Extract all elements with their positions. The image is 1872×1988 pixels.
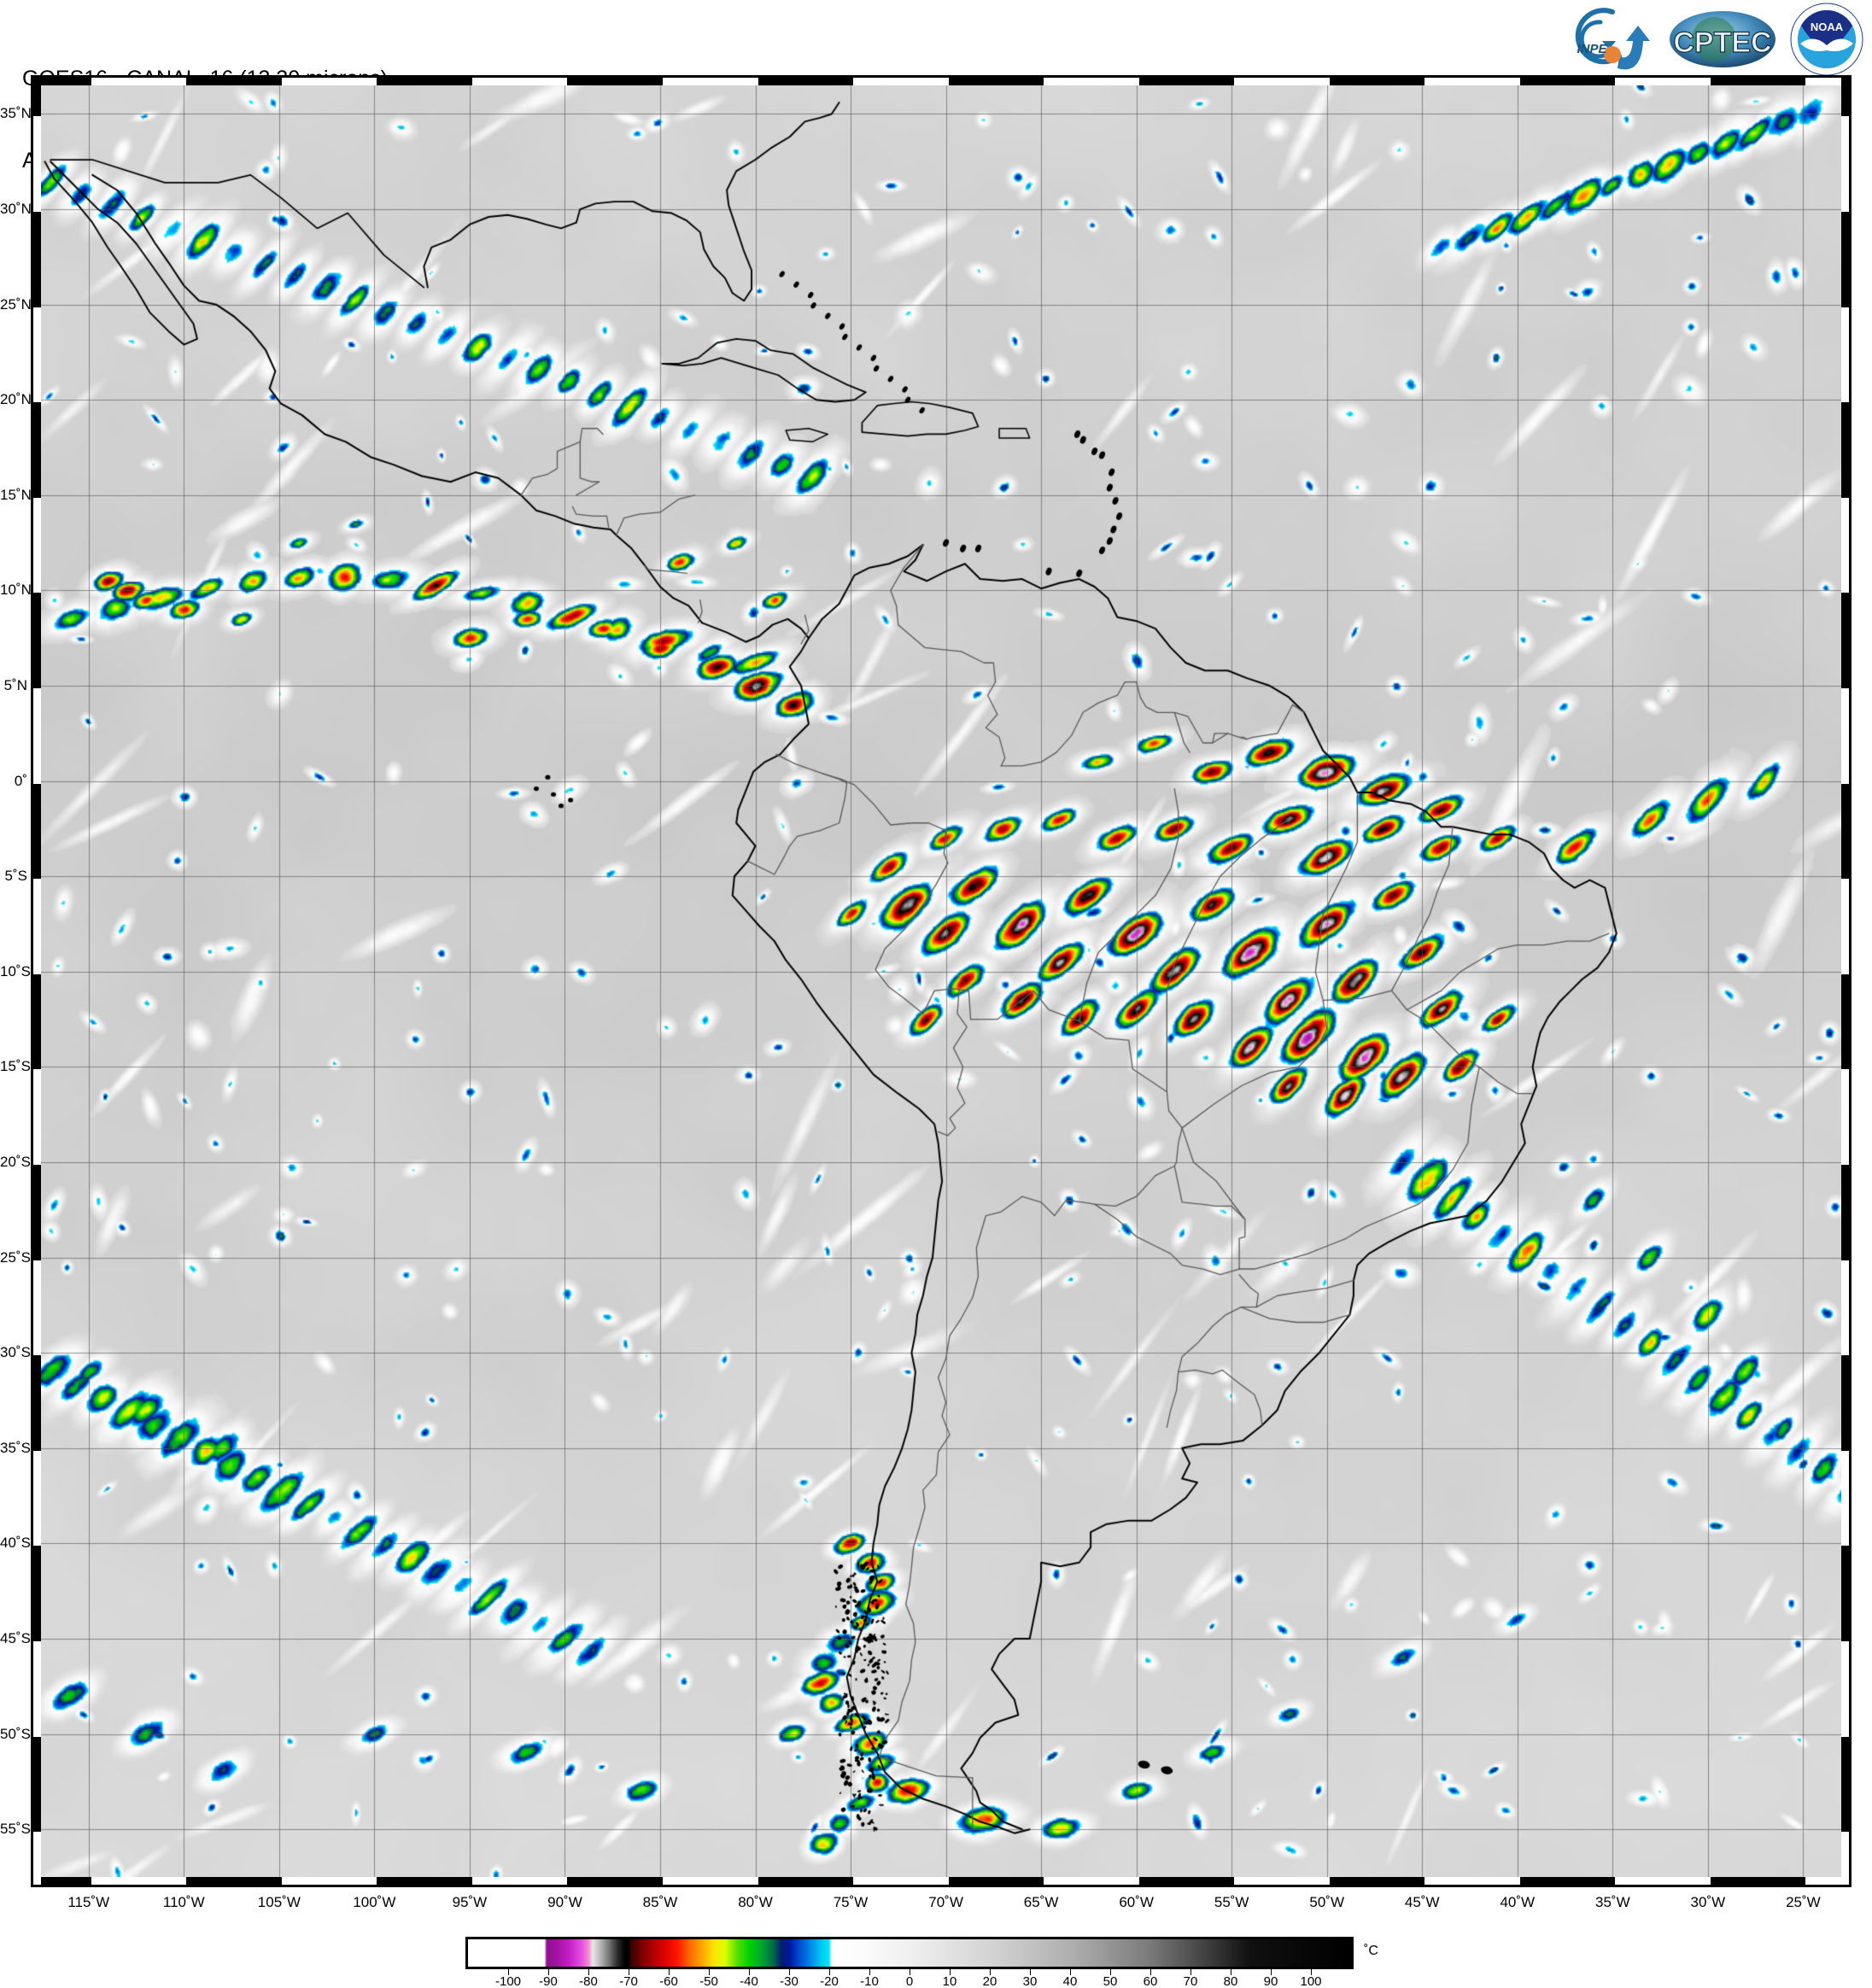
lon-tick-label: 90˚W bbox=[547, 1894, 582, 1910]
colorbar-tick-label: -60 bbox=[659, 1974, 678, 1988]
lat-tick-label: 20˚N bbox=[0, 391, 32, 408]
colorbar-tick bbox=[1030, 1969, 1031, 1975]
lat-tick-label: 5˚S bbox=[4, 868, 27, 885]
lon-tick-label: 115˚W bbox=[67, 1894, 110, 1910]
colorbar-canvas bbox=[468, 1939, 1351, 1967]
lat-tick-label: 30˚S bbox=[0, 1344, 31, 1361]
colorbar-tick-label: -70 bbox=[619, 1974, 638, 1988]
lat-tick-label: 55˚S bbox=[0, 1821, 31, 1838]
lat-tick-label: 15˚N bbox=[0, 486, 32, 503]
lat-tick-label: 30˚N bbox=[0, 201, 32, 218]
colorbar-tick bbox=[1070, 1969, 1071, 1975]
colorbar-tick-label: 40 bbox=[1062, 1974, 1078, 1988]
lon-tick-label: 30˚W bbox=[1690, 1894, 1726, 1910]
map-frame bbox=[31, 75, 1852, 1887]
colorbar-tick bbox=[1311, 1969, 1312, 1975]
lat-tick-label: 45˚S bbox=[0, 1630, 31, 1646]
lon-tick-label: 100˚W bbox=[353, 1894, 396, 1910]
lat-tick-label: 35˚S bbox=[0, 1439, 31, 1456]
svg-text:INPE: INPE bbox=[1577, 42, 1607, 56]
logo-bar: INPE CPTEC bbox=[1563, 2, 1863, 77]
colorbar-tick-label: 60 bbox=[1143, 1974, 1158, 1988]
lon-tick-label: 85˚W bbox=[642, 1894, 678, 1910]
inpe-logo: INPE bbox=[1563, 3, 1655, 75]
satellite-imagery-canvas bbox=[41, 85, 1841, 1877]
lon-tick-label: 55˚W bbox=[1214, 1894, 1249, 1910]
colorbar-tick-label: 30 bbox=[1022, 1974, 1038, 1988]
colorbar-tick-label: -50 bbox=[699, 1974, 718, 1988]
colorbar-tick-label: 100 bbox=[1300, 1974, 1322, 1988]
tick-band-top bbox=[33, 78, 1849, 85]
lat-tick-label: 5˚N bbox=[3, 677, 27, 694]
colorbar-tick-label: 10 bbox=[942, 1974, 957, 1988]
colorbar-tick-label: 80 bbox=[1223, 1974, 1238, 1988]
colorbar-tick bbox=[508, 1969, 509, 1975]
lat-tick-label: 25˚S bbox=[0, 1248, 31, 1266]
lon-tick-label: 60˚W bbox=[1119, 1894, 1154, 1910]
lat-tick-label: 15˚S bbox=[0, 1058, 31, 1075]
svg-text:NOAA: NOAA bbox=[1811, 20, 1844, 33]
lon-tick-label: 25˚W bbox=[1786, 1894, 1821, 1910]
colorbar-tick-label: -90 bbox=[539, 1974, 558, 1988]
colorbar-tick-label: -40 bbox=[740, 1974, 758, 1988]
lat-tick-label: 20˚S bbox=[0, 1154, 31, 1171]
lon-tick-label: 40˚W bbox=[1500, 1894, 1536, 1910]
colorbar-tick bbox=[709, 1969, 710, 1975]
colorbar-tick-label: -100 bbox=[494, 1974, 522, 1988]
colorbar: ˚C -100 -90 -80 -70 -60 -50 -40 -30 -20 -10 0 10 20 3… bbox=[465, 1937, 1378, 1988]
colorbar-tick-label: -20 bbox=[820, 1974, 839, 1988]
colorbar-tick bbox=[869, 1969, 870, 1975]
lat-tick-label: 0˚ bbox=[14, 772, 27, 789]
colorbar-tick bbox=[789, 1969, 790, 1975]
tick-band-right bbox=[1841, 78, 1849, 1885]
map-plot-area bbox=[41, 85, 1841, 1877]
lon-tick-label: 70˚W bbox=[928, 1894, 963, 1910]
lat-tick-label: 50˚S bbox=[0, 1725, 31, 1742]
noaa-logo: NOAA bbox=[1790, 3, 1863, 76]
lat-tick-label: 10˚N bbox=[0, 582, 32, 599]
colorbar-tick-label: 90 bbox=[1263, 1974, 1278, 1988]
lat-tick-label: 35˚N bbox=[0, 105, 32, 122]
cptec-logo: CPTEC bbox=[1667, 5, 1778, 73]
colorbar-tick bbox=[950, 1969, 951, 1975]
satellite-map[interactable] bbox=[31, 75, 1852, 1887]
colorbar-tick bbox=[990, 1969, 991, 1975]
colorbar-tick bbox=[1110, 1969, 1111, 1975]
colorbar-tick-label: -30 bbox=[780, 1974, 799, 1988]
colorbar-tick bbox=[749, 1969, 750, 1975]
lat-tick-label: 25˚N bbox=[0, 295, 32, 313]
lon-tick-label: 65˚W bbox=[1023, 1894, 1059, 1910]
colorbar-tick-label: 50 bbox=[1103, 1974, 1118, 1988]
colorbar-tick-label: -80 bbox=[579, 1974, 598, 1988]
colorbar-unit-label: ˚C bbox=[1364, 1944, 1378, 1958]
lon-tick-label: 45˚W bbox=[1404, 1894, 1440, 1910]
lon-tick-label: 95˚W bbox=[452, 1894, 488, 1910]
colorbar-tick-label: -10 bbox=[860, 1974, 879, 1988]
colorbar-tick-label: 70 bbox=[1183, 1974, 1198, 1988]
tick-band-left bbox=[33, 78, 41, 1885]
colorbar-tick-label: 20 bbox=[982, 1974, 997, 1988]
tick-band-bottom bbox=[33, 1877, 1849, 1885]
lon-tick-label: 50˚W bbox=[1309, 1894, 1345, 1910]
lon-tick-label: 80˚W bbox=[738, 1894, 773, 1910]
colorbar-tick bbox=[1150, 1969, 1151, 1975]
lon-tick-label: 75˚W bbox=[833, 1894, 869, 1910]
colorbar-tick bbox=[548, 1969, 549, 1975]
lon-tick-label: 35˚W bbox=[1595, 1894, 1630, 1910]
lat-tick-label: 10˚S bbox=[0, 962, 31, 979]
lon-tick-label: 110˚W bbox=[162, 1894, 205, 1910]
colorbar-tick bbox=[588, 1969, 589, 1975]
colorbar-tick bbox=[1190, 1969, 1191, 1975]
colorbar-tick bbox=[829, 1969, 830, 1975]
svg-text:CPTEC: CPTEC bbox=[1673, 26, 1771, 59]
colorbar-tick-label: 0 bbox=[905, 1974, 914, 1988]
lat-tick-label: 40˚S bbox=[0, 1535, 31, 1552]
colorbar-tick bbox=[669, 1969, 670, 1975]
colorbar-tick bbox=[1271, 1969, 1272, 1975]
colorbar-gradient bbox=[465, 1937, 1354, 1969]
lon-tick-label: 105˚W bbox=[257, 1894, 301, 1910]
